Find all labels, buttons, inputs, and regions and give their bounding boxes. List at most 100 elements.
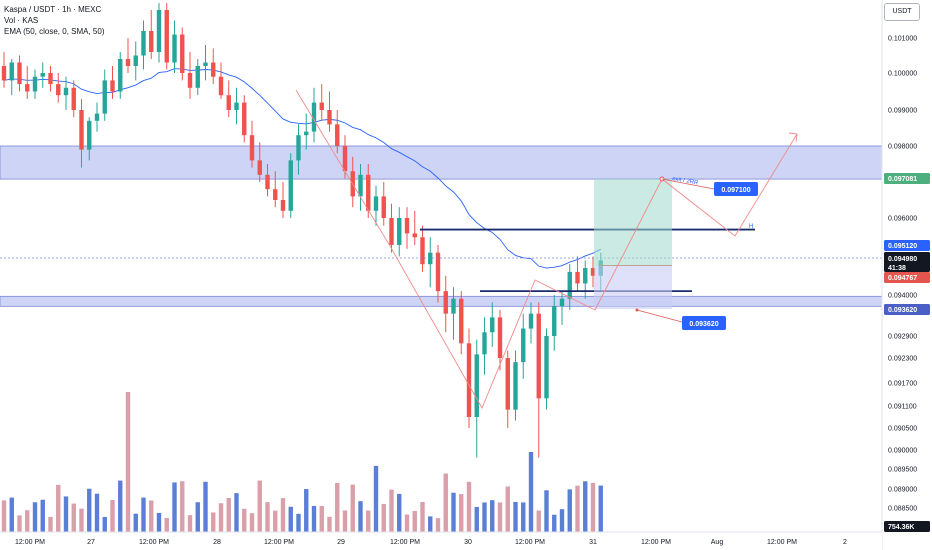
- candle[interactable]: [94, 113, 100, 121]
- candle[interactable]: [102, 80, 107, 114]
- candle[interactable]: [25, 84, 30, 92]
- ema-price-tag[interactable]: [884, 240, 930, 251]
- volume-indicator-label[interactable]: Vol · KAS: [4, 16, 39, 25]
- candle[interactable]: [335, 124, 340, 146]
- candle[interactable]: [428, 252, 433, 265]
- candle[interactable]: [505, 358, 510, 410]
- candle[interactable]: [71, 87, 76, 110]
- candle[interactable]: [366, 174, 371, 211]
- time-tick-label: 12:00 PM: [641, 539, 671, 546]
- target-price-label[interactable]: [714, 182, 758, 196]
- candle[interactable]: [40, 73, 45, 77]
- candle[interactable]: [296, 135, 301, 161]
- last-price-tag[interactable]: [884, 252, 930, 272]
- candle[interactable]: [48, 73, 53, 85]
- candle[interactable]: [373, 196, 379, 211]
- candle[interactable]: [180, 34, 185, 74]
- candle[interactable]: [9, 62, 14, 81]
- volume-bar: [211, 512, 216, 532]
- candle[interactable]: [226, 95, 231, 110]
- candle[interactable]: [195, 66, 200, 88]
- candle[interactable]: [404, 218, 410, 234]
- candle[interactable]: [412, 233, 417, 238]
- candle[interactable]: [133, 55, 138, 67]
- candle[interactable]: [319, 102, 324, 110]
- candle[interactable]: [149, 31, 154, 52]
- currency-button[interactable]: USDT: [884, 3, 920, 21]
- candle[interactable]: [536, 313, 541, 399]
- candle[interactable]: [32, 76, 38, 92]
- candle[interactable]: [265, 174, 270, 190]
- candle[interactable]: [342, 146, 348, 172]
- candle[interactable]: [575, 271, 580, 284]
- candle[interactable]: [1, 66, 7, 81]
- target-zone-box[interactable]: [594, 179, 672, 266]
- candle[interactable]: [304, 131, 309, 136]
- ema-price-tag-text: 0.095120: [888, 243, 917, 250]
- candle[interactable]: [63, 87, 69, 96]
- candle[interactable]: [156, 10, 162, 52]
- candle[interactable]: [482, 332, 487, 355]
- resistance-zone[interactable]: [0, 145, 883, 180]
- candle[interactable]: [203, 62, 208, 67]
- lower-zone-price-tag[interactable]: [884, 304, 930, 315]
- upper-zone-price-tag[interactable]: [884, 173, 930, 184]
- candle[interactable]: [420, 237, 425, 265]
- candle[interactable]: [327, 110, 332, 125]
- candle[interactable]: [497, 317, 503, 358]
- ema-indicator-label[interactable]: EMA (50, close, 0, SMA, 50): [4, 27, 105, 36]
- symbol-title[interactable]: Kaspa / USDT · 1h · MEXC: [4, 5, 102, 14]
- candle[interactable]: [397, 218, 402, 245]
- candle[interactable]: [443, 291, 448, 314]
- candle[interactable]: [249, 135, 255, 161]
- candle[interactable]: [211, 62, 216, 77]
- projection-path[interactable]: [295, 89, 798, 410]
- candle[interactable]: [218, 76, 224, 96]
- candle[interactable]: [552, 306, 557, 336]
- candle[interactable]: [358, 174, 363, 197]
- candle[interactable]: [110, 80, 115, 92]
- candle[interactable]: [528, 313, 534, 329]
- time-tick-label: 12:00 PM: [139, 539, 169, 546]
- candle[interactable]: [590, 268, 596, 276]
- candle[interactable]: [118, 59, 123, 92]
- candle[interactable]: [451, 298, 456, 314]
- candle[interactable]: [125, 59, 131, 66]
- candle[interactable]: [141, 31, 146, 56]
- stop-zone-box[interactable]: [594, 266, 672, 309]
- candle[interactable]: [164, 10, 169, 63]
- candle[interactable]: [583, 268, 588, 284]
- support-zone[interactable]: [0, 295, 883, 307]
- candle[interactable]: [474, 354, 479, 417]
- candle[interactable]: [280, 200, 286, 211]
- candle[interactable]: [242, 102, 247, 136]
- candle[interactable]: [17, 62, 22, 85]
- support-price-label[interactable]: [682, 316, 726, 330]
- candle[interactable]: [513, 362, 518, 410]
- candle[interactable]: [490, 317, 495, 333]
- candle[interactable]: [559, 298, 565, 307]
- candle[interactable]: [56, 84, 61, 96]
- candle[interactable]: [311, 102, 317, 132]
- candle[interactable]: [435, 252, 441, 292]
- time-axis[interactable]: [0, 532, 882, 550]
- candle[interactable]: [257, 160, 262, 175]
- candle[interactable]: [381, 196, 386, 218]
- candle[interactable]: [187, 73, 193, 88]
- candle[interactable]: [389, 218, 394, 245]
- candle[interactable]: [466, 343, 472, 417]
- stop-price-tag[interactable]: [884, 272, 930, 283]
- volume-value-tag[interactable]: [884, 521, 930, 532]
- candle[interactable]: [544, 336, 549, 399]
- candle[interactable]: [79, 110, 84, 150]
- candle[interactable]: [172, 34, 177, 63]
- candle[interactable]: [234, 102, 239, 110]
- volume-bar: [327, 516, 332, 532]
- candle[interactable]: [87, 120, 92, 150]
- candle[interactable]: [459, 298, 464, 344]
- candle[interactable]: [288, 160, 293, 211]
- candle[interactable]: [567, 271, 572, 299]
- candle[interactable]: [521, 328, 526, 363]
- candle[interactable]: [273, 189, 278, 200]
